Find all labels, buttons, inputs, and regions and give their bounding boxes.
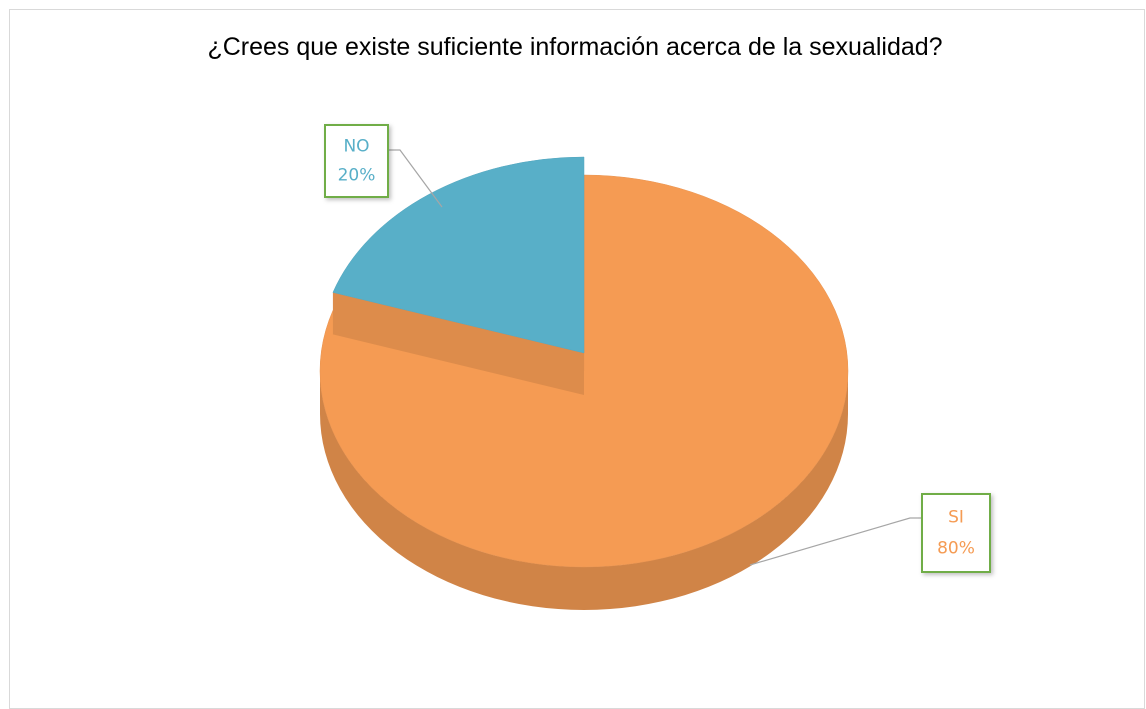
label-box [921,493,991,573]
chart-title: ¿Crees que existe suficiente información… [207,33,943,61]
pie-slice [319,174,849,568]
label-category: SI [948,507,964,527]
pie-wall [332,292,584,395]
pie-slice [332,156,585,354]
leader-line [388,149,443,208]
pie-side [320,371,848,610]
label-value: 80% [937,539,975,559]
leader-line [749,517,922,566]
label-value: 20% [338,165,376,185]
label-box [324,124,389,198]
chart: SI 80% NO 20% [319,124,991,610]
label-category: NO [343,137,369,157]
page: ¿Crees que existe suficiente información… [9,9,1145,709]
